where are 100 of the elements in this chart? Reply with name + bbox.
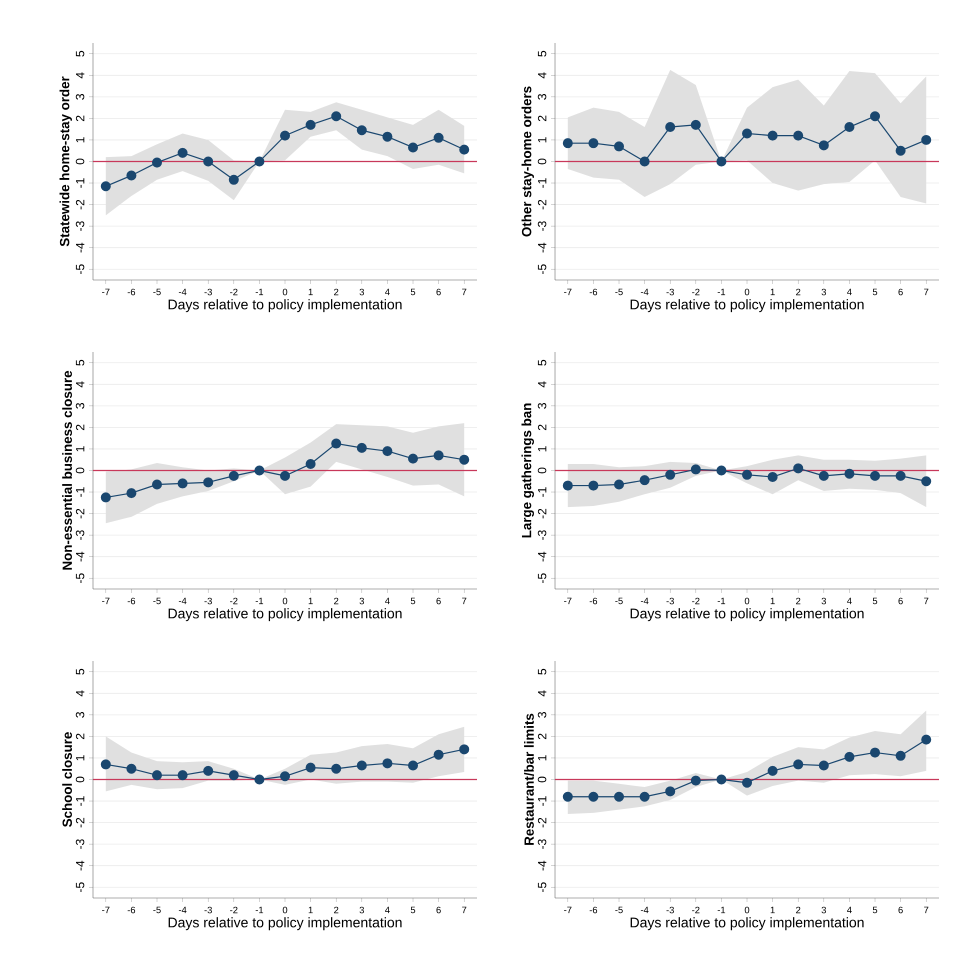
x-tick-label: -7 (102, 288, 110, 296)
point (228, 470, 239, 481)
x-tick-label: 6 (898, 906, 903, 914)
point (254, 156, 264, 166)
x-tick-label: 6 (436, 598, 441, 604)
y-tick-label: 3 (538, 94, 546, 100)
x-tick-label: 0 (744, 288, 750, 296)
y-tick-label: 3 (76, 403, 84, 409)
x-tick-label: 5 (410, 906, 416, 914)
y-tick-label: 1 (76, 137, 84, 142)
point (921, 476, 932, 486)
point (254, 465, 264, 476)
y-tick-label: 5 (76, 50, 84, 57)
point (742, 470, 752, 480)
point (896, 470, 906, 481)
point (793, 759, 804, 770)
x-tick-label: 4 (385, 598, 390, 604)
x-tick-label: -6 (590, 906, 598, 914)
y-tick-label: -3 (76, 530, 84, 540)
y-tick-label: -5 (538, 573, 546, 584)
x-tick-label: -7 (102, 598, 110, 604)
point (562, 138, 573, 148)
x-axis-title: Days relative to policy implementation (630, 299, 864, 312)
y-tick-label: 0 (538, 468, 546, 474)
x-tick-label: 7 (462, 598, 466, 604)
x-tick-label: 4 (847, 288, 852, 296)
point (870, 470, 880, 481)
x-tick-label: -4 (640, 288, 648, 296)
y-tick-label: -5 (538, 882, 546, 892)
y-tick-label: -4 (76, 860, 84, 870)
point (896, 750, 906, 761)
point (100, 181, 111, 192)
y-tick-label: -2 (538, 508, 546, 518)
x-tick-label: 3 (822, 906, 826, 914)
point (690, 464, 701, 474)
x-tick-label: 0 (282, 906, 288, 914)
x-tick-label: -4 (640, 906, 648, 914)
x-tick-label: -6 (128, 288, 136, 296)
y-tick-label: 4 (76, 381, 84, 388)
y-axis-title: Large gatherings ban (521, 404, 534, 538)
y-tick-label: -4 (538, 860, 546, 870)
x-tick-label: 1 (770, 288, 775, 296)
y-tick-label: 4 (76, 690, 84, 696)
x-tick-label: 7 (462, 288, 466, 296)
y-tick-label: 3 (538, 403, 546, 409)
point (716, 156, 726, 166)
point (152, 770, 162, 780)
point (203, 766, 214, 776)
y-axis-title: Statewide home-stay order (60, 76, 72, 246)
y-tick-label: 5 (76, 360, 84, 366)
y-tick-label: -3 (538, 530, 546, 540)
x-tick-label: 0 (744, 598, 750, 604)
point (588, 792, 598, 802)
x-tick-label: -3 (666, 906, 674, 914)
x-tick-label: 2 (796, 906, 800, 914)
x-tick-label: -5 (615, 288, 623, 296)
y-axis-title: Restaurant/bar limits (524, 714, 534, 845)
x-tick-label: -5 (153, 288, 161, 296)
y-tick-label: -5 (76, 882, 84, 892)
point (665, 122, 676, 132)
y-tick-label: 0 (538, 158, 546, 164)
x-tick-label: -3 (666, 288, 674, 296)
point (896, 146, 906, 156)
x-tick-label: -2 (230, 598, 238, 604)
point (665, 470, 676, 480)
y-tick-label: -4 (76, 242, 84, 252)
point (434, 450, 444, 460)
x-axis-title: Days relative to policy implementation (630, 917, 864, 930)
point (870, 111, 880, 122)
y-tick-label: 0 (538, 776, 546, 782)
y-tick-label: -1 (538, 178, 546, 188)
point (306, 762, 316, 773)
y-tick-label: -3 (538, 839, 546, 849)
x-tick-label: 4 (385, 906, 390, 914)
y-tick-label: 1 (538, 446, 546, 452)
point (306, 459, 316, 470)
x-tick-label: 1 (770, 598, 775, 604)
y-tick-label: 5 (76, 668, 84, 675)
x-tick-label: 3 (360, 906, 364, 914)
point (126, 170, 136, 180)
y-tick-label: 2 (76, 734, 84, 740)
point (382, 446, 392, 456)
x-tick-label: -2 (692, 598, 700, 604)
point (331, 438, 342, 449)
point (178, 478, 188, 488)
point (280, 771, 290, 782)
point (408, 760, 418, 770)
x-tick-label: -1 (256, 288, 264, 296)
x-tick-label: 4 (847, 906, 852, 914)
x-tick-label: -2 (692, 288, 700, 296)
x-tick-label: -4 (178, 906, 186, 914)
x-tick-label: -1 (718, 906, 726, 914)
x-tick-label: -1 (256, 906, 264, 914)
x-axis-title: Days relative to policy implementation (168, 917, 402, 930)
y-tick-label: 2 (538, 734, 546, 740)
y-tick-label: 0 (76, 468, 84, 474)
point (203, 477, 214, 488)
point (459, 744, 470, 754)
point (844, 752, 854, 762)
x-tick-label: -1 (718, 288, 726, 296)
